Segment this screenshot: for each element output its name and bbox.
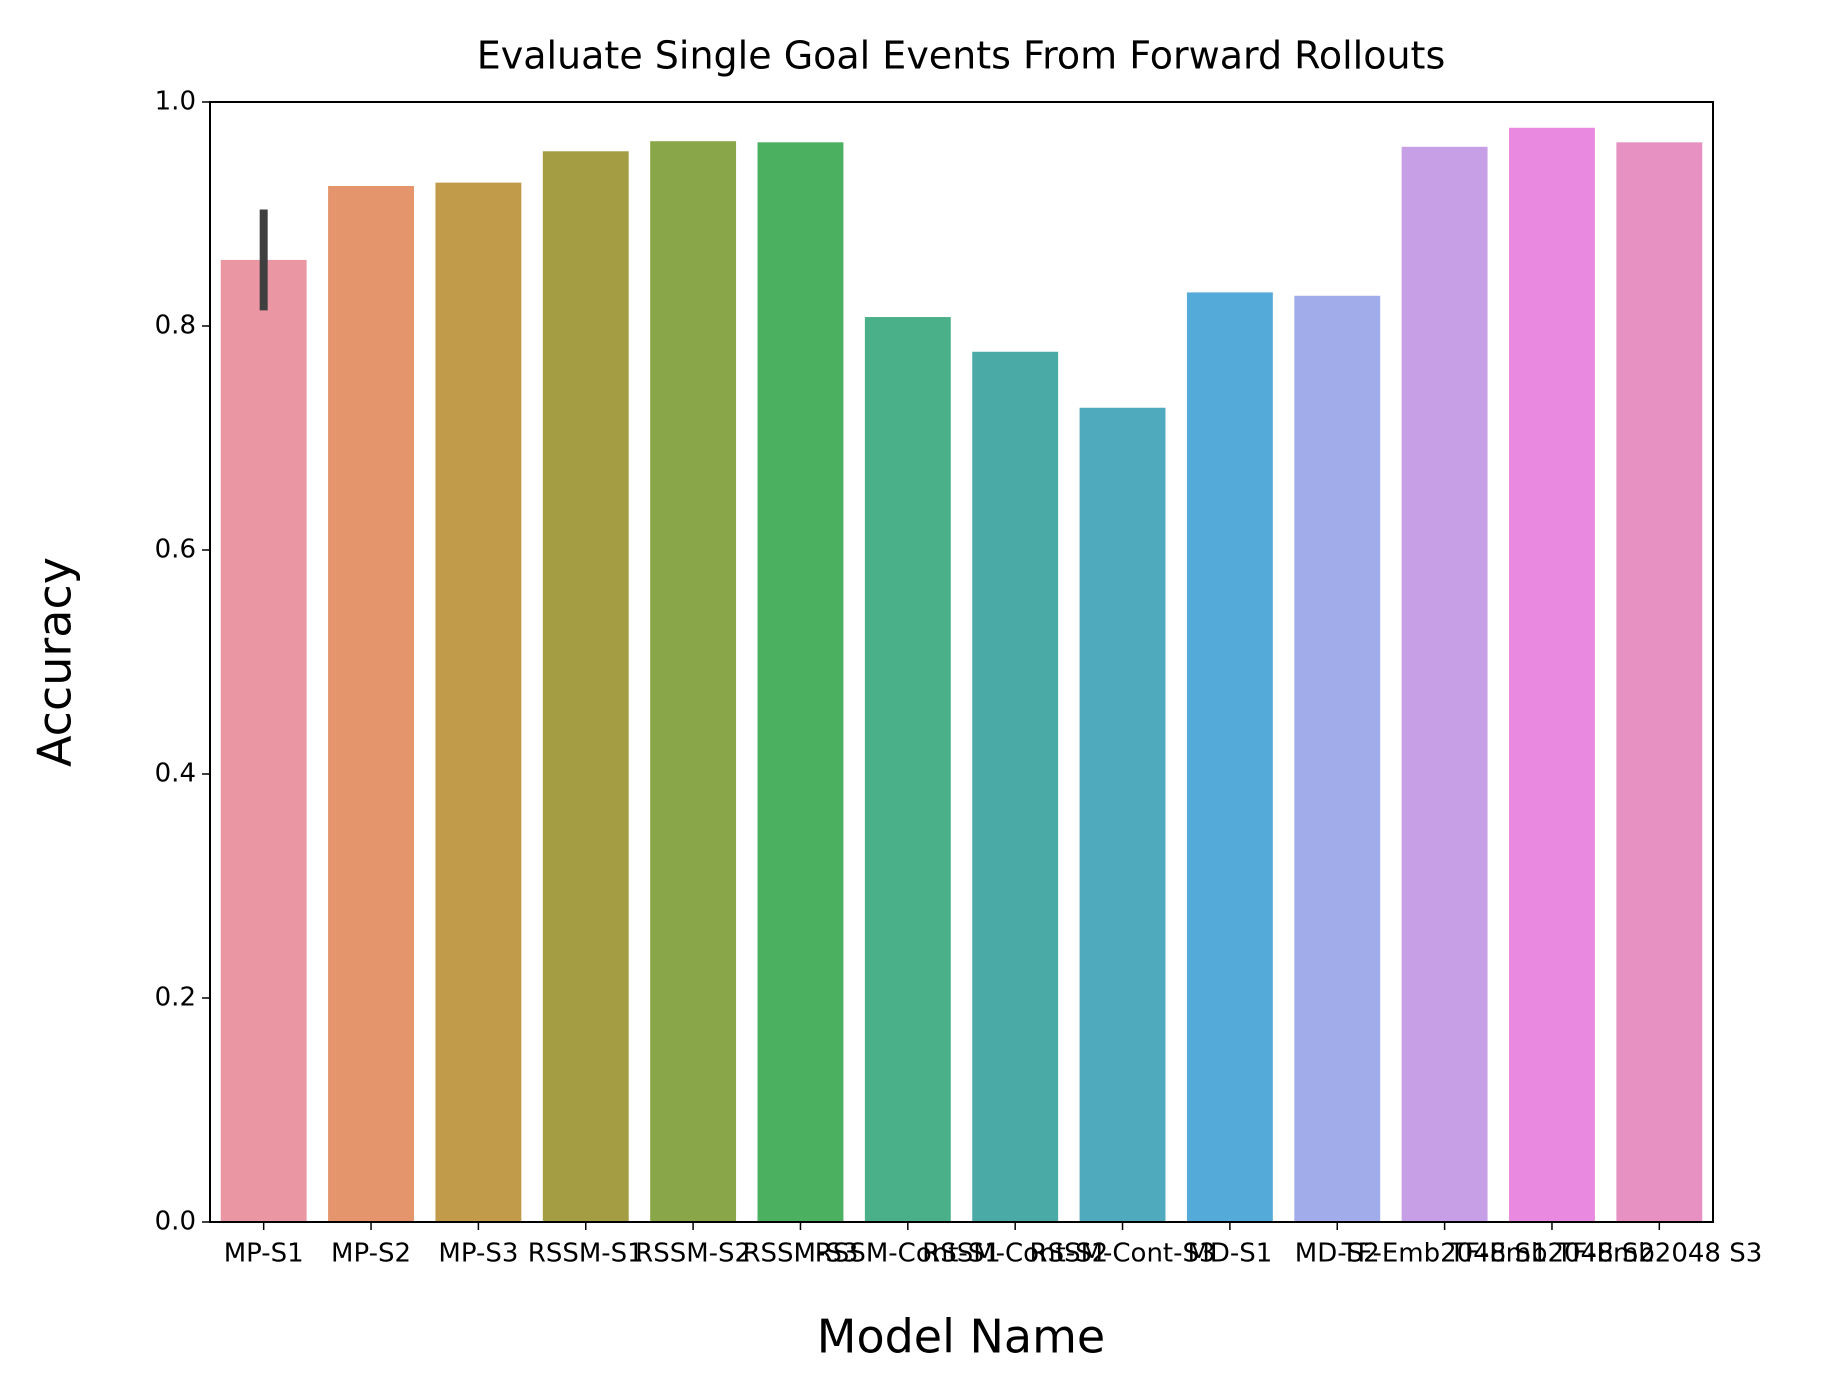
bar <box>1294 295 1381 1222</box>
bar <box>1401 146 1488 1222</box>
bar <box>435 182 522 1222</box>
y-tick-label: 0.2 <box>155 983 196 1013</box>
x-tick-label: RSSM-Cont-S1 <box>815 1239 1001 1269</box>
y-axis-label: Accuracy <box>28 557 82 767</box>
bar <box>972 351 1059 1222</box>
bar <box>220 259 307 1222</box>
x-tick-label: MD-S2 <box>1295 1239 1380 1269</box>
y-tick-label: 0.0 <box>155 1207 196 1237</box>
bar <box>1616 142 1703 1222</box>
x-tick-label: RSSM-Cont-S3 <box>1030 1239 1216 1269</box>
x-tick-label: MP-S1 <box>224 1239 304 1269</box>
bar <box>757 142 844 1222</box>
plot-frame <box>209 101 1714 1223</box>
x-axis-label: Model Name <box>817 1310 1105 1364</box>
x-tick-label: RSSM-Cont-S2 <box>922 1239 1108 1269</box>
x-tick-label: MP-S3 <box>438 1239 518 1269</box>
x-tick-label: MP-S2 <box>331 1239 411 1269</box>
y-tick-label: 0.8 <box>155 311 196 341</box>
bar <box>328 186 414 1222</box>
x-tick-label: TF-Emb2048 S2 <box>1448 1239 1655 1269</box>
bar <box>1186 292 1273 1222</box>
bar <box>650 141 737 1223</box>
chart-title: Evaluate Single Goal Events From Forward… <box>477 34 1446 78</box>
x-tick-label: TF-Emb2048 S1 <box>1341 1239 1548 1269</box>
x-tick-label: RSSM-S3 <box>742 1239 858 1269</box>
y-tick-label: 1.0 <box>155 87 196 117</box>
y-tick-label: 0.4 <box>155 759 196 789</box>
bar <box>1509 127 1595 1222</box>
x-tick-label: TF-Emb2048 S3 <box>1555 1239 1762 1269</box>
x-tick-label: RSSM-S1 <box>528 1239 644 1269</box>
bar <box>542 151 629 1222</box>
y-tick-label: 0.6 <box>155 535 196 565</box>
bar <box>1079 407 1166 1222</box>
x-tick-label: MD-S1 <box>1187 1239 1272 1269</box>
bar <box>864 317 951 1222</box>
x-tick-label: RSSM-S2 <box>635 1239 751 1269</box>
